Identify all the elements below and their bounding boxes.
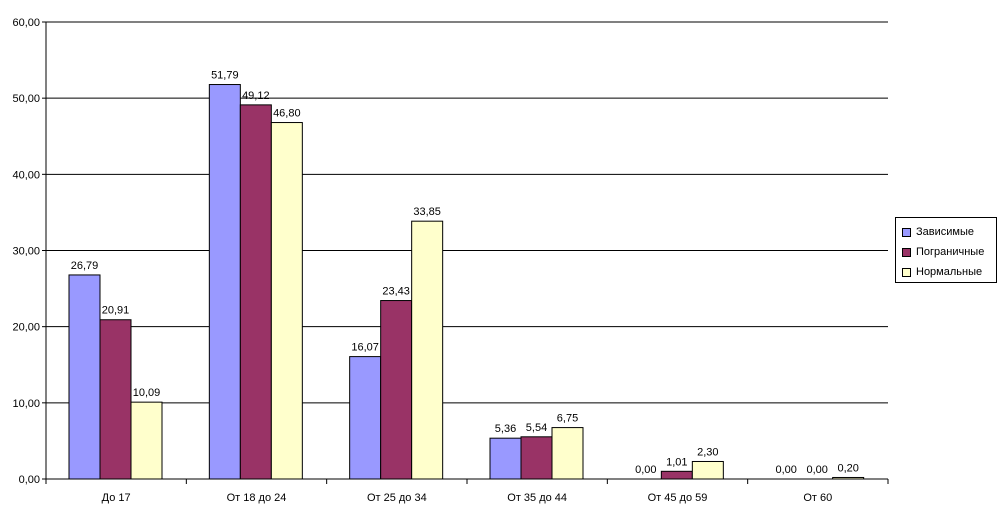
data-label: 49,12	[242, 90, 270, 102]
data-label: 0,20	[837, 462, 858, 474]
data-label: 26,79	[71, 260, 99, 272]
y-tick-label: 20,00	[12, 322, 40, 334]
data-label: 46,80	[273, 108, 301, 120]
y-tick-label: 50,00	[12, 93, 40, 105]
data-label: 16,07	[351, 342, 379, 354]
legend-label: Пограничные	[916, 246, 985, 258]
data-label: 0,00	[806, 464, 827, 476]
axes	[42, 21, 889, 484]
y-tick-label: 40,00	[12, 169, 40, 181]
bar	[520, 436, 553, 480]
legend-label: Зависимые	[916, 226, 974, 238]
data-label: 6,75	[557, 413, 578, 425]
x-tick-labels: До 17 От 18 до 24 От 25 до 34 От 35 до 44 От…	[102, 492, 833, 504]
bar	[349, 356, 382, 480]
x-tick-label: До 17	[102, 492, 131, 504]
x-tick-label: От 45 до 59	[648, 492, 708, 504]
data-label: 51,79	[211, 70, 239, 82]
y-tick-label: 30,00	[12, 246, 40, 258]
y-tick-label: 10,00	[12, 398, 40, 410]
legend-swatch-normalnye	[902, 267, 911, 277]
data-label: 20,91	[102, 305, 130, 317]
x-tick-label: От 60	[803, 492, 832, 504]
legend: Зависимые Пограничные Нормальные	[895, 217, 997, 283]
bar	[208, 84, 241, 480]
x-tick-label: От 25 до 34	[367, 492, 427, 504]
x-tick-label: От 35 до 44	[507, 492, 567, 504]
data-label: 0,00	[635, 464, 656, 476]
y-tick-labels: 0,00 10,00 20,00 30,00 40,00 50,00 60,00	[12, 17, 40, 486]
bar	[489, 437, 522, 480]
legend-item: Зависимые	[902, 222, 996, 242]
x-tick-label: От 18 до 24	[227, 492, 287, 504]
data-label: 0,00	[775, 464, 796, 476]
bar	[380, 300, 413, 480]
data-label: 10,09	[133, 387, 161, 399]
data-label: 2,30	[697, 446, 718, 458]
data-label: 5,36	[495, 423, 516, 435]
bar	[68, 274, 101, 480]
y-tick-label: 60,00	[12, 17, 40, 29]
data-label: 5,54	[526, 422, 547, 434]
data-label: 1,01	[666, 456, 687, 468]
legend-item: Нормальные	[902, 262, 996, 282]
y-tick-label: 0,00	[19, 474, 40, 486]
bar	[239, 104, 272, 480]
bars	[68, 84, 865, 480]
bar	[660, 470, 693, 480]
bar	[411, 220, 444, 480]
legend-swatch-pogranichnye	[902, 247, 911, 257]
legend-item: Пограничные	[902, 242, 996, 262]
gridlines	[46, 21, 888, 404]
bar	[130, 401, 163, 480]
legend-label: Нормальные	[916, 266, 983, 278]
bar	[691, 460, 724, 480]
bar	[99, 319, 132, 480]
bar	[551, 427, 584, 480]
legend-swatch-zavisimye	[902, 227, 911, 237]
bar	[270, 122, 303, 480]
data-label: 23,43	[382, 286, 410, 298]
data-label: 33,85	[413, 206, 441, 218]
